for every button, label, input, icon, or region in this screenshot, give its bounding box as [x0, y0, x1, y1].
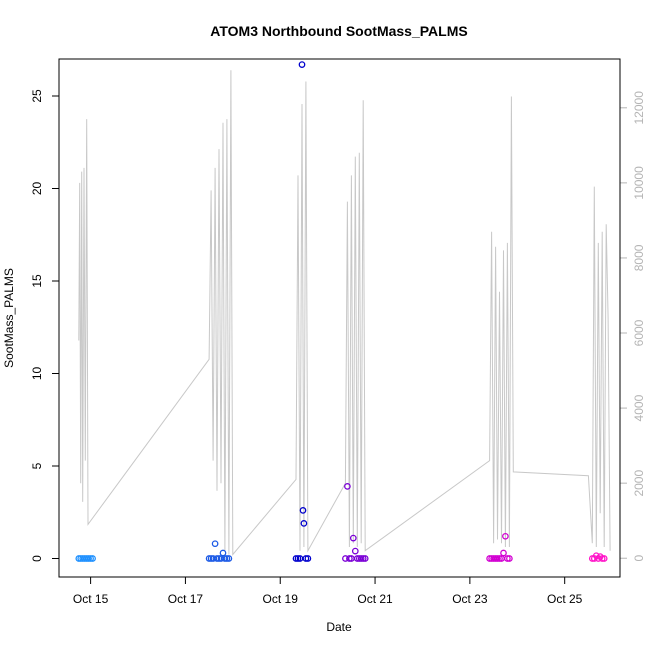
chart-title: ATOM3 Northbound SootMass_PALMS	[210, 23, 467, 39]
data-point	[302, 555, 310, 562]
data-point	[349, 534, 357, 542]
x-tick-label: Oct 17	[168, 592, 204, 606]
data-point	[357, 555, 365, 562]
x-tick-label: Oct 19	[263, 592, 299, 606]
data-point	[361, 555, 369, 562]
x-axis: Oct 15 Oct 17 Oct 19 Oct 21 Oct 23 Oct 25	[73, 577, 583, 606]
y-axis-left: 0 5 10 15 20 25	[30, 89, 59, 562]
y2-tick-label: 2000	[632, 470, 646, 497]
data-point	[298, 61, 306, 68]
data-point	[351, 547, 359, 555]
data-point	[219, 549, 227, 557]
data-point	[600, 555, 608, 562]
x-tick-label: Oct 25	[547, 592, 583, 606]
data-point	[213, 555, 221, 562]
data-point	[211, 540, 219, 548]
data-point	[344, 483, 351, 490]
y-tick-label: 5	[30, 462, 44, 469]
data-point	[504, 555, 511, 562]
y-tick-label: 20	[30, 182, 44, 196]
data-point	[89, 555, 96, 562]
y-axis-right: 0 2000 4000 6000 8000 10000 12000	[620, 91, 646, 562]
data-point	[205, 555, 213, 562]
data-point	[500, 549, 507, 557]
x-axis-title: Date	[326, 620, 352, 634]
y-tick-label: 10	[30, 367, 44, 381]
data-point	[496, 555, 503, 562]
data-point	[294, 555, 302, 562]
points-layer	[75, 61, 608, 562]
data-point	[494, 555, 501, 562]
data-point	[223, 555, 231, 562]
data-point	[502, 532, 509, 540]
y2-tick-label: 0	[632, 555, 646, 562]
y2-tick-label: 6000	[632, 319, 646, 346]
data-point	[225, 555, 233, 562]
y-tick-label: 25	[30, 89, 44, 103]
data-point	[221, 555, 229, 562]
y-tick-label: 15	[30, 274, 44, 288]
altitude-line	[78, 70, 611, 556]
y2-tick-label: 10000	[632, 166, 646, 200]
y2-tick-label: 8000	[632, 244, 646, 271]
data-point	[359, 555, 367, 562]
data-point	[300, 520, 308, 527]
y-axis-title: SootMass_PALMS	[2, 268, 16, 368]
data-point	[85, 555, 92, 562]
plot-frame	[58, 58, 621, 578]
data-point	[506, 555, 513, 562]
y2-tick-label: 12000	[632, 91, 646, 125]
data-point	[87, 555, 94, 562]
x-tick-label: Oct 21	[357, 592, 393, 606]
data-point	[292, 555, 300, 562]
x-tick-label: Oct 15	[73, 592, 109, 606]
y-tick-label: 0	[30, 555, 44, 562]
altitude-layer	[78, 70, 611, 556]
data-point	[304, 555, 312, 562]
y2-tick-label: 4000	[632, 394, 646, 421]
data-point	[598, 555, 606, 562]
data-point	[346, 555, 353, 562]
x-tick-label: Oct 23	[452, 592, 488, 606]
data-point	[299, 507, 307, 514]
